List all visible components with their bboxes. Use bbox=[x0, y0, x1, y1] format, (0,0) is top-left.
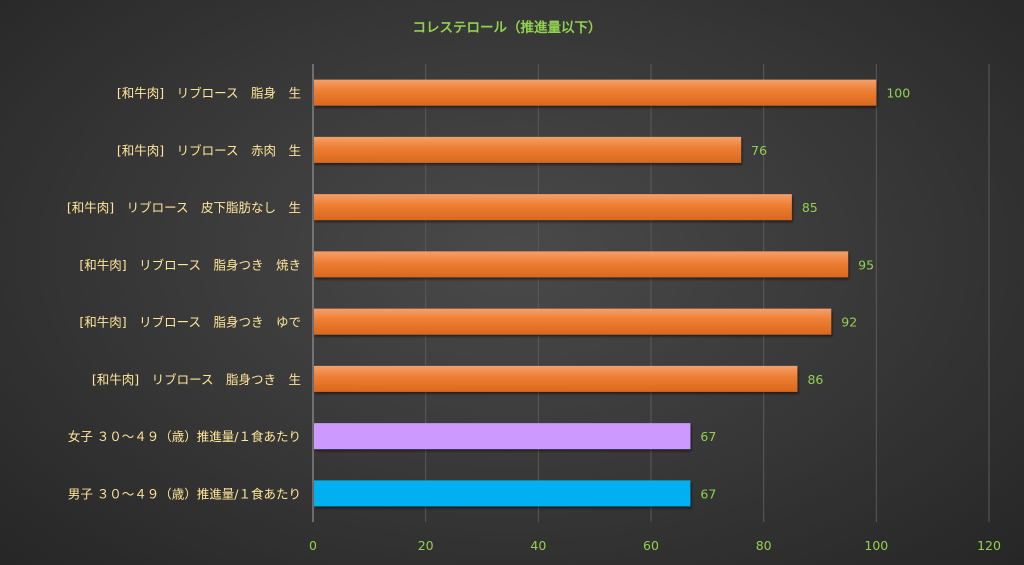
data-label: 92 bbox=[841, 315, 857, 330]
category-label: [和牛肉] リブロース 脂身 生 bbox=[117, 86, 301, 101]
category-label: [和牛肉] リブロース 脂身つき 生 bbox=[92, 372, 301, 387]
bar bbox=[314, 308, 832, 335]
category-label: 男子 ３０～４９（歳）推進量/１食あたり bbox=[68, 486, 301, 501]
bar bbox=[314, 251, 849, 278]
x-tick-labels: 0 20 40 60 80 100 120 bbox=[309, 538, 1001, 553]
data-label: 100 bbox=[886, 86, 910, 101]
category-label: [和牛肉] リブロース 皮下脂肪なし 生 bbox=[67, 200, 301, 215]
bar bbox=[314, 194, 792, 221]
data-label: 86 bbox=[807, 372, 823, 387]
x-tick-label: 0 bbox=[309, 538, 317, 553]
chart-title: コレステロール（推進量以下） bbox=[413, 19, 602, 36]
bar bbox=[314, 136, 742, 163]
data-label: 76 bbox=[751, 143, 767, 158]
data-label: 85 bbox=[802, 200, 818, 215]
bar bbox=[314, 365, 798, 392]
x-tick-label: 20 bbox=[418, 538, 434, 553]
x-tick-label: 120 bbox=[977, 538, 1001, 553]
bars: 100 76 85 95 92 86 67 67 bbox=[314, 79, 910, 507]
category-label: [和牛肉] リブロース 赤肉 生 bbox=[117, 143, 301, 158]
data-label: 67 bbox=[700, 486, 716, 501]
category-label: [和牛肉] リブロース 脂身つき ゆで bbox=[79, 315, 301, 330]
bar bbox=[314, 423, 691, 450]
bar bbox=[314, 480, 691, 507]
category-label: [和牛肉] リブロース 脂身つき 焼き bbox=[79, 257, 301, 272]
x-tick-label: 100 bbox=[864, 538, 888, 553]
data-label: 67 bbox=[700, 429, 716, 444]
x-tick-label: 60 bbox=[643, 538, 659, 553]
category-labels: [和牛肉] リブロース 脂身 生 [和牛肉] リブロース 赤肉 生 [和牛肉] リブ… bbox=[67, 86, 301, 502]
x-tick-label: 40 bbox=[530, 538, 546, 553]
category-label: 女子 ３０～４９（歳）推進量/１食あたり bbox=[68, 429, 301, 444]
x-tick-label: 80 bbox=[756, 538, 772, 553]
bar bbox=[314, 79, 877, 106]
data-label: 95 bbox=[858, 257, 874, 272]
grid-lines bbox=[312, 64, 990, 522]
